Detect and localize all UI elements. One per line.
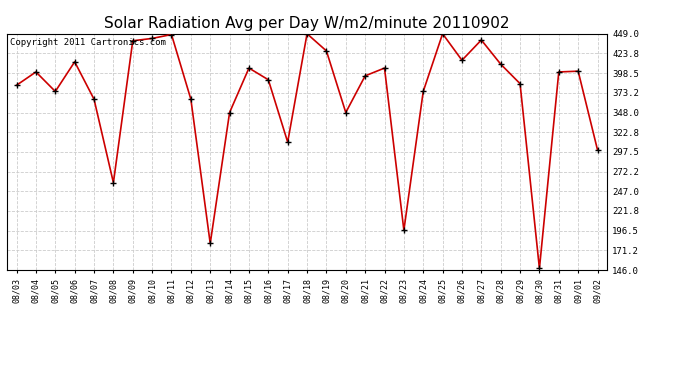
Title: Solar Radiation Avg per Day W/m2/minute 20110902: Solar Radiation Avg per Day W/m2/minute … bbox=[104, 16, 510, 31]
Text: Copyright 2011 Cartronics.com: Copyright 2011 Cartronics.com bbox=[10, 39, 166, 48]
